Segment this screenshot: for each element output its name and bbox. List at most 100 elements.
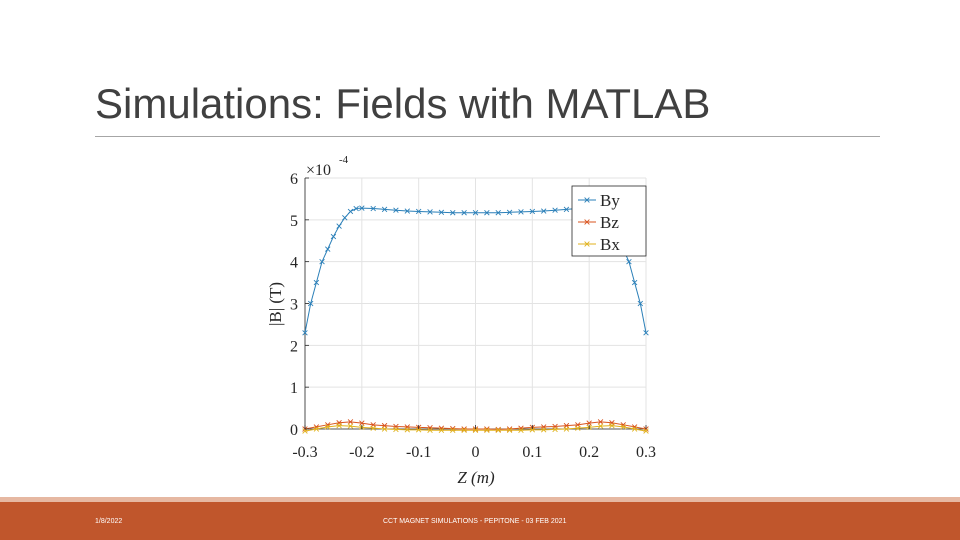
data-point-by [393,207,399,213]
data-point-bx [325,424,331,430]
x-tick-label: 0.3 [636,444,656,461]
data-point-bx [529,427,536,433]
data-point-bz [347,419,354,425]
data-point-bx [347,423,354,429]
y-tick-label: 6 [290,171,298,188]
data-point-by [353,205,359,212]
data-point-bz [495,426,501,433]
data-point-bx [336,422,342,429]
data-point-by [518,209,524,215]
y-tick-label: 1 [290,380,298,397]
data-point-by [319,258,325,265]
data-point-bx [609,422,615,429]
field-chart: -0.3 -0.2 -0.1 0 0.1 0.2 0.3 0 1 2 3 4 5 6 ×10 -4 Z (… [266,154,656,487]
data-point-bx [631,426,638,432]
footer-text: CCT MAGNET SIMULATIONS - PEPITONE - 03 F… [383,518,567,525]
data-point-by [415,208,422,215]
data-point-by [626,258,632,265]
x-tick-label: -0.1 [406,444,431,461]
data-point-bx [597,423,604,429]
data-point-bx [313,426,320,432]
data-point-by [540,208,547,214]
legend-marker-bx [584,241,590,247]
footer-date: 1/8/2022 [95,518,123,525]
data-point-bz [427,425,433,431]
slide-title: Simulations: Fields with MATLAB [95,80,711,127]
data-point-by [484,210,490,216]
x-axis-label: Z (m) [457,468,495,487]
data-point-by [506,209,513,216]
data-point-by [330,233,337,240]
data-point-by [643,330,649,336]
y-tick-label: 0 [290,422,298,439]
y-exponent-base: ×10 [306,162,331,179]
x-tick-label: -0.3 [292,444,317,461]
data-point-bx [472,427,479,433]
data-point-by [302,330,308,336]
legend-marker-by [584,197,590,203]
legend-marker-bz [584,219,590,225]
data-point-bx [370,425,376,431]
footer-accent-bar [0,497,960,502]
data-point-by [336,223,342,229]
data-point-bx [302,428,308,434]
data-point-bz [586,420,592,426]
x-tick-label: 0.2 [579,444,599,461]
data-point-by [438,209,445,216]
data-point-by [637,300,644,307]
data-point-bx [404,427,411,433]
data-point-by [313,279,320,286]
data-point-bx [620,424,626,430]
data-point-by [381,206,388,213]
data-point-by [563,206,570,213]
data-point-by [404,208,411,214]
y-tick-label: 4 [290,255,298,272]
data-point-bx [427,427,433,433]
y-tick-label: 3 [290,297,298,314]
chart-legend: By Bz Bx [571,185,647,257]
legend-label-by: By [600,191,620,210]
data-point-by [359,205,365,211]
data-point-bx [495,427,501,433]
data-point-by [450,210,456,216]
data-point-bx [540,427,547,433]
data-point-bx [415,427,422,433]
data-point-by [307,300,314,307]
data-point-by [347,208,354,215]
data-point-by [631,279,638,286]
data-point-bx [506,427,513,433]
data-point-bx [381,426,388,432]
data-point-bx [450,427,456,433]
data-point-bx [552,426,558,433]
x-tick-label: 0.1 [522,444,542,461]
data-point-by [552,207,558,213]
data-point-by [495,210,501,216]
footer-bar [0,502,960,540]
data-point-by [529,208,536,215]
data-point-bx [563,426,570,432]
data-point-bx [393,426,399,433]
data-point-by [472,210,479,216]
data-point-bx [575,425,581,431]
data-point-bx [438,427,445,433]
y-tick-label: 2 [290,338,298,355]
y-tick-label: 5 [290,213,298,230]
data-point-bx [518,427,524,433]
data-point-bx [643,428,649,434]
y-exponent-power: -4 [339,154,349,166]
title-divider [95,136,880,137]
data-point-bx [484,427,490,433]
data-point-by [461,210,467,216]
data-point-bz [597,419,604,425]
legend-label-bx: Bx [600,235,620,254]
data-point-bx [461,427,467,433]
chart-ticks: -0.3 -0.2 -0.1 0 0.1 0.2 0.3 0 1 2 3 4 5 6 [290,171,656,461]
data-point-by [370,205,376,212]
legend-label-bz: Bz [600,213,619,232]
x-tick-label: -0.2 [349,444,374,461]
y-axis-label: |B| (T) [266,282,285,326]
x-tick-label: 0 [472,444,480,461]
data-point-bz [359,420,365,426]
data-point-by [342,215,348,221]
data-point-by [427,209,433,215]
